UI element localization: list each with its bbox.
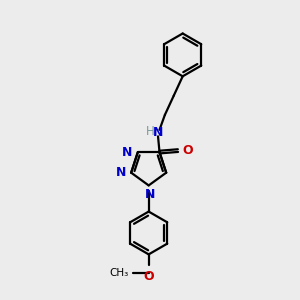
Text: N: N	[145, 188, 155, 201]
Text: H: H	[146, 125, 154, 138]
Text: CH₃: CH₃	[110, 268, 129, 278]
Text: N: N	[116, 166, 126, 179]
Text: O: O	[182, 144, 193, 157]
Text: N: N	[153, 126, 163, 139]
Text: O: O	[143, 270, 154, 283]
Text: N: N	[122, 146, 133, 159]
